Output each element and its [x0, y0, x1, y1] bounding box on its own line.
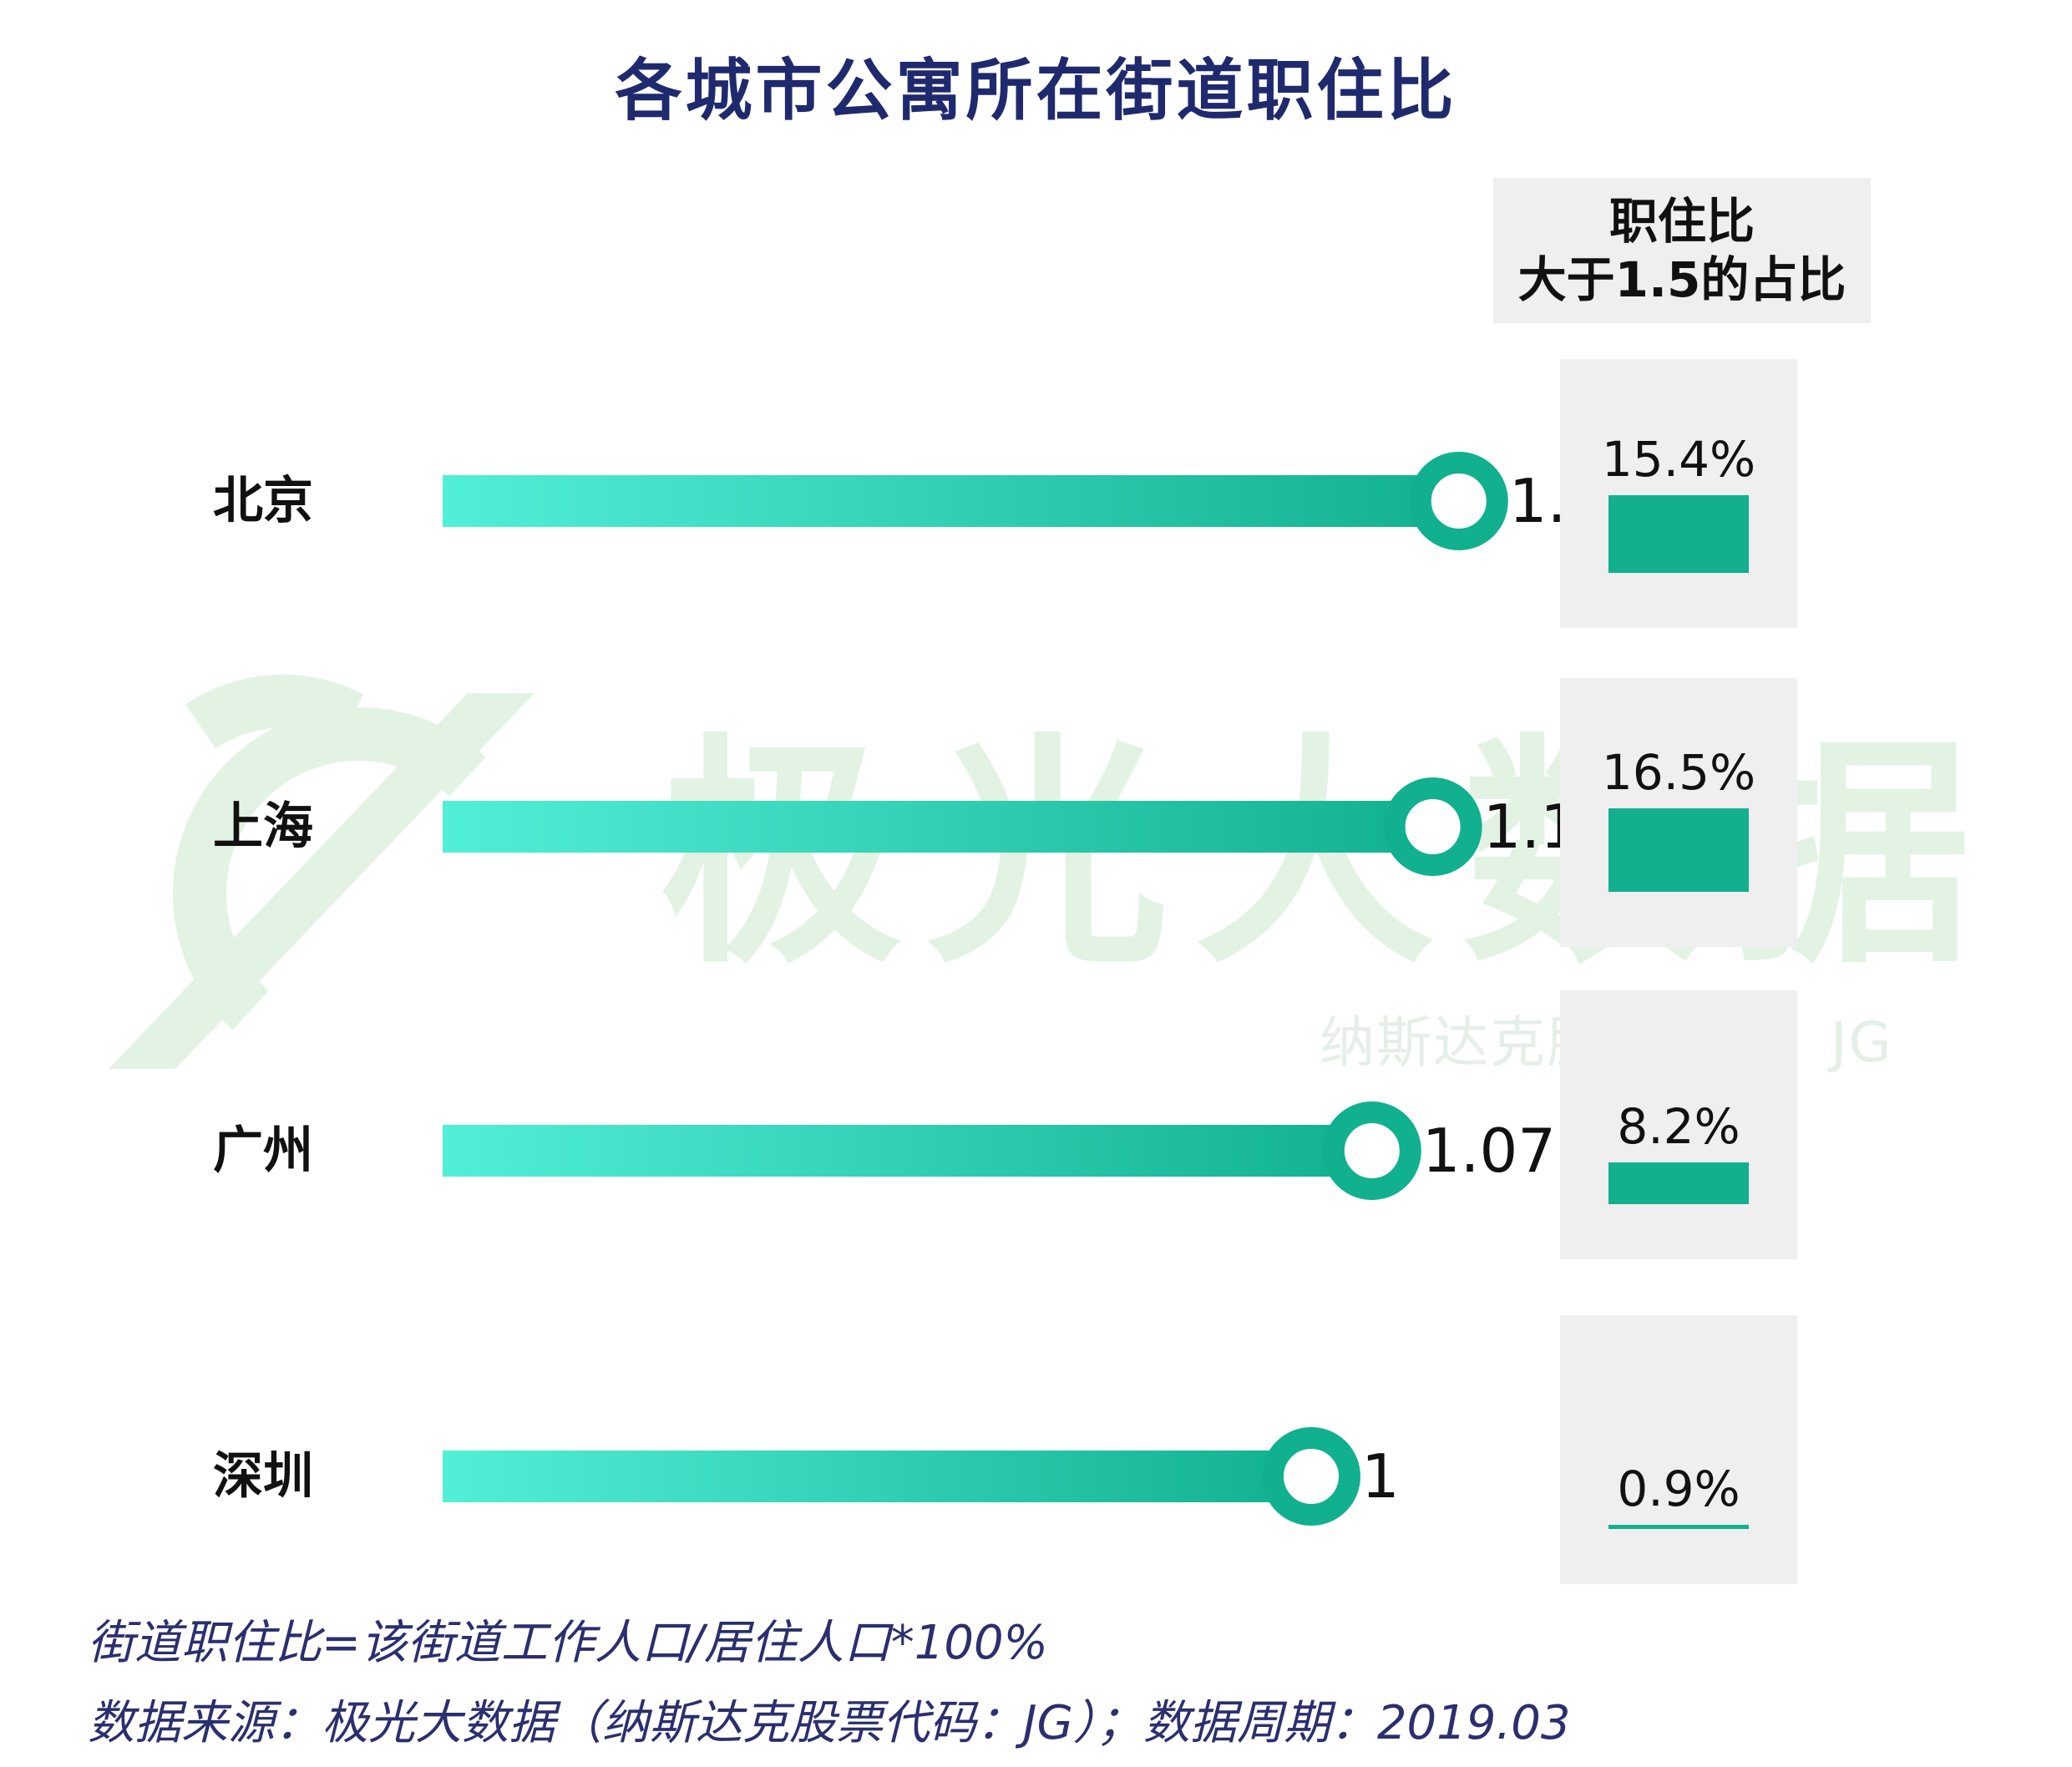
share-panel: 0.9%	[1560, 1315, 1797, 1584]
share-panel: 8.2%	[1560, 990, 1797, 1259]
share-bar	[1608, 1524, 1749, 1529]
city-label: 上海	[213, 797, 313, 856]
ratio-end-marker	[1322, 1101, 1421, 1200]
chart-title: 各城市公寓所在街道职住比	[615, 52, 1457, 129]
ratio-bar	[443, 801, 1433, 853]
ratio-end-marker	[1262, 1427, 1360, 1526]
share-panel: 16.5%	[1560, 678, 1797, 947]
city-label: 广州	[213, 1121, 313, 1180]
share-bar	[1608, 1162, 1749, 1204]
definition-note: 街道职住比=该街道工作人口/居住人口*100%	[88, 1616, 1048, 1670]
ratio-end-marker	[1409, 452, 1508, 550]
share-header-line1: 职住比	[1608, 193, 1755, 250]
ratio-bar	[443, 1451, 1311, 1502]
ratio-bar	[443, 1125, 1372, 1177]
ratio-value-label: 1.07	[1421, 1116, 1557, 1186]
city-label: 深圳	[213, 1447, 313, 1506]
share-value-label: 0.9%	[1617, 1460, 1740, 1517]
ratio-value-label: 1	[1361, 1441, 1400, 1511]
share-column-header: 职住比 大于1.5的占比	[1493, 178, 1871, 323]
ratio-bar	[443, 475, 1459, 527]
ratio-end-marker	[1383, 777, 1482, 876]
share-bar	[1608, 494, 1749, 573]
share-value-label: 15.4%	[1601, 430, 1756, 488]
share-header-line2: 大于1.5的占比	[1517, 251, 1847, 308]
share-panel: 15.4%	[1560, 359, 1797, 628]
city-label: 北京	[213, 472, 313, 530]
share-value-label: 8.2%	[1617, 1098, 1740, 1156]
share-bar	[1608, 808, 1749, 892]
share-value-label: 16.5%	[1601, 744, 1756, 801]
source-note: 数据来源：极光大数据（纳斯达克股票代码：JG）；数据周期：2019.03	[88, 1696, 1571, 1750]
